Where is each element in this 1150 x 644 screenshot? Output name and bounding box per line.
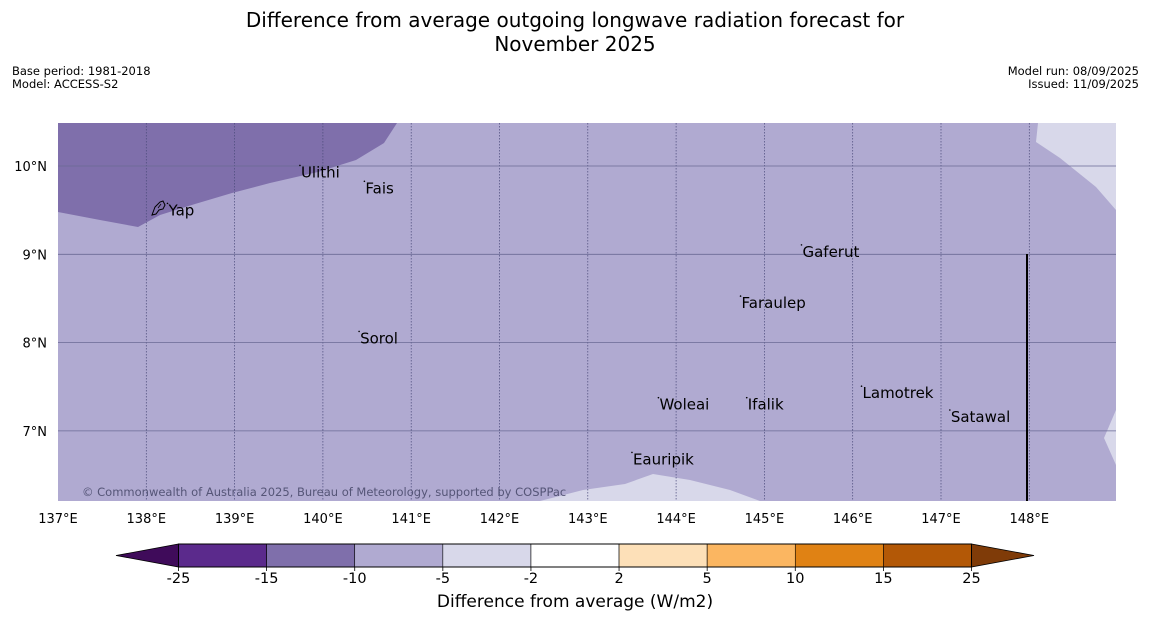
place-marker	[745, 396, 748, 399]
place-name: Faraulep	[742, 294, 806, 312]
colorbar-tick-label: -10	[343, 571, 367, 587]
place-name: Ulithi	[301, 163, 340, 181]
place-marker	[358, 330, 360, 333]
place-name: Ifalik	[748, 396, 784, 414]
place-sorol: Sorol	[358, 329, 398, 347]
colorbar-tick-label: 15	[874, 571, 892, 587]
issued-text: Issued: 11/09/2025	[1028, 77, 1139, 91]
longitude-tick-label: 139°E	[215, 512, 255, 527]
colorbar-segment	[442, 543, 532, 568]
place-name: Gaferut	[802, 243, 859, 261]
place-woleai: Woleai	[657, 396, 709, 414]
place-marker	[949, 409, 951, 411]
model-run-text: Model run: 08/09/2025	[1007, 64, 1139, 78]
colorbar-tick-label: -5	[436, 571, 450, 587]
place-lamotrek: Lamotrek	[860, 384, 934, 402]
place-marker	[657, 396, 660, 399]
colorbar-tick-label: 2	[614, 571, 623, 587]
place-marker	[299, 164, 301, 167]
map-title: Difference from average outgoing longwav…	[0, 8, 1150, 56]
longitude-tick-label: 144°E	[656, 512, 696, 527]
longitude-labels: 137°E 138°E 139°E 140°E 141°E 142°E 143°E 144°E…	[38, 512, 1049, 527]
light-anomaly-region-east	[1036, 123, 1116, 210]
colorbar-min-arrow	[115, 543, 179, 568]
place-ulithi: Ulithi	[299, 163, 340, 181]
place-name: Sorol	[360, 329, 398, 347]
place-marker	[739, 295, 742, 297]
place-name: Lamotrek	[863, 384, 934, 402]
colorbar-tick-label: 25	[962, 571, 980, 587]
yap-island-outline	[151, 200, 166, 216]
latitude-tick-label: 8°N	[23, 337, 48, 352]
place-yap: Yap	[166, 201, 194, 219]
colorbar-label: Difference from average (W/m2)	[436, 592, 714, 612]
place-satawal: Satawal	[949, 408, 1010, 426]
colorbar-segment	[178, 543, 267, 568]
longitude-tick-label: 146°E	[833, 512, 873, 527]
title-line-2: November 2025	[494, 32, 656, 56]
colorbar-frame	[178, 543, 972, 568]
place-name: Fais	[365, 179, 394, 197]
colorbar-segment	[706, 543, 796, 568]
colorbar-tick-label: -15	[255, 571, 279, 587]
longitude-tick-label: 137°E	[38, 512, 78, 527]
place-name: Yap	[167, 201, 194, 219]
graticule	[58, 123, 1116, 501]
longitude-tick-label: 140°E	[303, 512, 343, 527]
longitude-tick-label: 143°E	[568, 512, 608, 527]
base-period-text: Base period: 1981-2018	[12, 64, 151, 78]
colorbar-tick-label: -25	[167, 571, 191, 587]
colorbar-segment	[266, 543, 356, 568]
longitude-tick-label: 147°E	[921, 512, 961, 527]
place-marker	[631, 451, 633, 454]
place-marker	[800, 244, 803, 246]
longitude-tick-label: 138°E	[127, 512, 167, 527]
colorbar-max-arrow	[971, 543, 1035, 568]
colorbar: -25 -15 -10 -5 -2 2 5 10 15 25	[115, 543, 1035, 587]
dark-anomaly-region	[58, 123, 397, 227]
colorbar-segment	[794, 543, 884, 568]
copyright-text: © Commonwealth of Australia 2025, Bureau…	[82, 485, 566, 499]
run-info: Model run: 08/09/2025 Issued: 11/09/2025	[1008, 65, 1139, 91]
map-area: Yap Ulithi Fais Gaferut Faraulep Sorol Lamotre…	[58, 123, 1116, 501]
place-marker	[166, 202, 169, 205]
place-ifalik: Ifalik	[745, 396, 784, 414]
place-marker	[363, 180, 366, 183]
place-name: Woleai	[659, 396, 709, 414]
longitude-tick-label: 148°E	[1010, 512, 1050, 527]
place-faraulep: Faraulep	[739, 294, 806, 312]
longitude-tick-label: 145°E	[745, 512, 785, 527]
light-anomaly-region-south	[540, 474, 760, 501]
base-info: Base period: 1981-2018 Model: ACCESS-S2	[12, 65, 151, 91]
place-fais: Fais	[363, 179, 394, 197]
colorbar-tick-label: -2	[524, 571, 538, 587]
place-gaferut: Gaferut	[800, 243, 859, 261]
model-text: Model: ACCESS-S2	[12, 77, 119, 91]
place-marker	[860, 385, 863, 387]
title-line-1: Difference from average outgoing longwav…	[245, 8, 905, 32]
longitude-tick-label: 142°E	[480, 512, 520, 527]
place-labels: Yap Ulithi Fais Gaferut Faraulep Sorol Lamotre…	[166, 163, 1010, 468]
place-name: Satawal	[951, 408, 1010, 426]
latitude-tick-label: 7°N	[23, 425, 48, 440]
place-eauripik: Eauripik	[631, 450, 694, 468]
colorbar-segment	[530, 543, 620, 568]
latitude-tick-label: 9°N	[23, 248, 48, 263]
colorbar-segment	[354, 543, 444, 568]
colorbar-tick-label: 5	[703, 571, 712, 587]
colorbar-tick-label: 10	[786, 571, 804, 587]
latitude-tick-label: 10°N	[14, 160, 47, 175]
colorbar-segment	[883, 543, 972, 568]
place-name: Eauripik	[633, 450, 694, 468]
colorbar-segment	[618, 543, 708, 568]
longitude-tick-label: 141°E	[391, 512, 431, 527]
light-anomaly-region-southeast	[1104, 410, 1116, 501]
latitude-labels: 10°N 9°N 8°N 7°N	[14, 160, 47, 440]
